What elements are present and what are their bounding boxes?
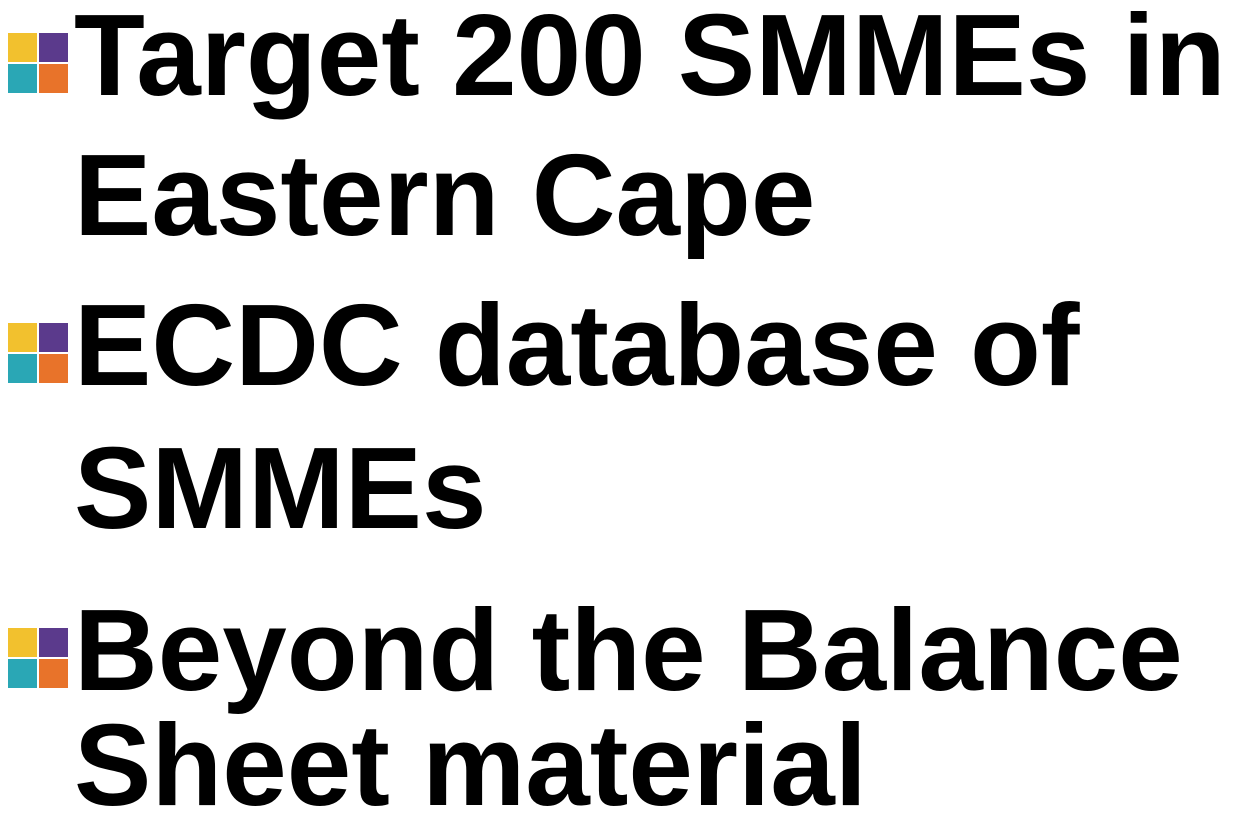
icon-quadrant <box>8 323 37 352</box>
icon-quadrant <box>8 33 37 62</box>
bullet-text: ECDC database of <box>74 280 1080 410</box>
icon-quadrant <box>39 323 68 352</box>
icon-quadrant <box>39 354 68 383</box>
icon-quadrant <box>8 659 37 688</box>
bullet-icon <box>8 628 68 688</box>
icon-quadrant <box>39 659 68 688</box>
icon-quadrant <box>8 354 37 383</box>
bullet-text: Target 200 SMMEs in <box>74 0 1226 120</box>
bullet-text: SMMEs <box>74 423 487 553</box>
bullet-text: Sheet material <box>74 700 867 830</box>
icon-quadrant <box>8 64 37 93</box>
bullet-text: Eastern Cape <box>74 130 815 260</box>
icon-quadrant <box>8 628 37 657</box>
icon-quadrant <box>39 64 68 93</box>
bullet-text: Beyond the Balance <box>74 585 1183 715</box>
icon-quadrant <box>39 33 68 62</box>
bullet-icon <box>8 33 68 93</box>
icon-quadrant <box>39 628 68 657</box>
bullet-icon <box>8 323 68 383</box>
